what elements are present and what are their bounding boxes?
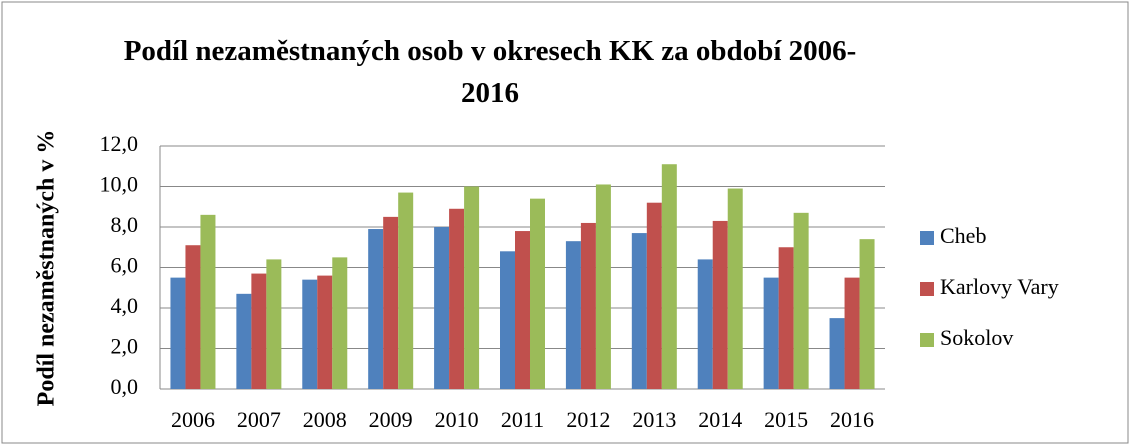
bar bbox=[200, 214, 216, 389]
bar bbox=[646, 202, 662, 389]
bar bbox=[500, 251, 515, 389]
y-tick-label: 4,0 bbox=[111, 293, 139, 318]
bar bbox=[580, 222, 596, 389]
bar bbox=[236, 293, 252, 389]
legend-swatch bbox=[920, 333, 934, 347]
y-tick-label: 0,0 bbox=[111, 374, 139, 399]
x-tick-label: 2013 bbox=[632, 407, 676, 432]
bar bbox=[434, 227, 450, 389]
y-tick-label: 6,0 bbox=[111, 253, 139, 278]
bar bbox=[185, 245, 201, 389]
x-tick-label: 2006 bbox=[171, 407, 215, 432]
bar bbox=[170, 277, 186, 389]
bar bbox=[712, 220, 728, 389]
bar bbox=[266, 259, 282, 389]
bar bbox=[661, 164, 677, 389]
bar bbox=[449, 208, 465, 389]
bar bbox=[251, 273, 267, 389]
chart-title: Podíl nezaměstnaných osob v okresech KK … bbox=[123, 35, 857, 109]
x-tick-label: 2012 bbox=[566, 407, 610, 432]
bar bbox=[727, 188, 743, 389]
y-tick-label: 8,0 bbox=[111, 212, 139, 237]
x-tick-label: 2007 bbox=[237, 407, 281, 432]
bar bbox=[859, 239, 875, 389]
bar bbox=[565, 241, 581, 389]
legend-label: Karlovy Vary bbox=[940, 274, 1059, 299]
bar bbox=[793, 212, 809, 389]
x-tick-label: 2015 bbox=[764, 407, 808, 432]
y-axis-label: Podíl nezaměstnaných v % bbox=[34, 130, 60, 407]
x-tick-label: 2014 bbox=[698, 407, 742, 432]
bar bbox=[368, 229, 384, 389]
bar bbox=[763, 277, 779, 389]
bar bbox=[302, 279, 318, 389]
legend-label: Cheb bbox=[940, 223, 986, 248]
x-tick-label: 2009 bbox=[369, 407, 413, 432]
bar bbox=[398, 192, 414, 389]
bar bbox=[697, 259, 713, 389]
bar bbox=[515, 231, 530, 389]
y-tick-label: 2,0 bbox=[111, 334, 139, 359]
x-tick-label: 2010 bbox=[435, 407, 479, 432]
x-tick-label: 2008 bbox=[303, 407, 347, 432]
x-tick-label: 2011 bbox=[501, 407, 544, 432]
bar bbox=[530, 198, 545, 389]
y-tick-label: 10,0 bbox=[100, 172, 139, 197]
bar bbox=[383, 216, 399, 389]
bar bbox=[595, 184, 611, 389]
bar bbox=[844, 277, 860, 389]
bar bbox=[631, 233, 647, 389]
legend-swatch bbox=[920, 231, 934, 245]
bar bbox=[332, 257, 348, 389]
bar bbox=[317, 275, 333, 389]
legend-label: Sokolov bbox=[940, 325, 1013, 350]
y-tick-label: 12,0 bbox=[100, 131, 139, 156]
x-tick-label: 2016 bbox=[830, 407, 874, 432]
legend-swatch bbox=[920, 282, 934, 296]
bar bbox=[778, 247, 794, 389]
bar bbox=[464, 186, 480, 389]
bar bbox=[829, 318, 845, 389]
